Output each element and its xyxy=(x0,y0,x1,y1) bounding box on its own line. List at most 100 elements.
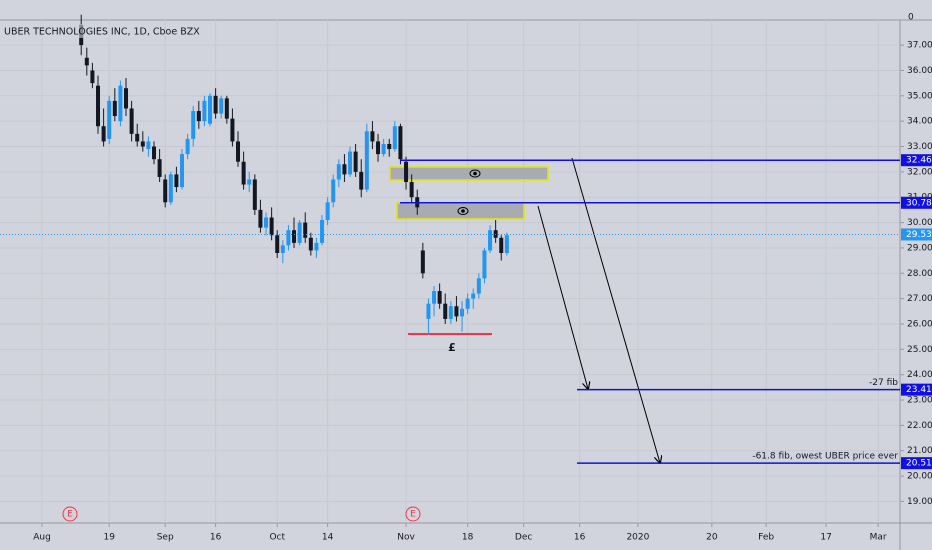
candle-body xyxy=(185,138,190,155)
x-tick-label: 20 xyxy=(706,533,718,543)
title-bg xyxy=(0,24,160,38)
x-tick-label: Feb xyxy=(758,533,774,543)
x-tick-label: Dec xyxy=(515,533,532,543)
candle-body xyxy=(409,182,414,198)
candle-body xyxy=(96,85,101,127)
candle-body xyxy=(163,179,168,203)
candle-body xyxy=(140,141,145,147)
candle-body xyxy=(213,95,218,114)
candle-body xyxy=(314,242,319,251)
candle-body xyxy=(499,237,504,253)
candle-body xyxy=(303,222,308,238)
y-tick-label: 27.00 xyxy=(907,294,932,304)
x-tick-label: 16 xyxy=(574,533,586,543)
x-tick-label: 17 xyxy=(820,533,831,543)
candle-body xyxy=(476,278,481,294)
level-label: 32.46 xyxy=(906,156,932,166)
candle-body xyxy=(118,85,123,122)
x-tick-label: 18 xyxy=(462,533,474,543)
y-tick-label: 30.00 xyxy=(907,218,932,228)
x-tick-label: Aug xyxy=(33,533,51,543)
y-tick-label: 29.00 xyxy=(907,243,932,253)
candle-body xyxy=(90,70,95,84)
candle-body xyxy=(224,98,229,119)
candle-body xyxy=(124,88,129,109)
candle-body xyxy=(320,220,325,243)
candle-body xyxy=(381,143,386,155)
candle-body xyxy=(437,291,442,304)
candle-body xyxy=(426,303,431,319)
candle-body xyxy=(286,230,291,246)
y-tick-label: 20.00 xyxy=(907,472,932,482)
candle-body xyxy=(348,151,353,175)
candle-body xyxy=(471,293,476,299)
y-tick-label: 28.00 xyxy=(907,269,932,279)
level-tag xyxy=(901,457,932,470)
eye-pupil xyxy=(473,171,477,176)
x-tick-label: 14 xyxy=(322,533,334,543)
candle-body xyxy=(230,118,235,142)
candle-body xyxy=(398,126,403,160)
chart-title: UBER TECHNOLOGIES INC, 1D, Cboe BZX xyxy=(4,27,200,38)
candle-body xyxy=(387,143,392,150)
candle-body xyxy=(191,111,196,139)
y-tick-label: 26.00 xyxy=(907,319,932,329)
candle-body xyxy=(168,174,173,203)
candle-body xyxy=(482,250,487,279)
candle-body xyxy=(269,217,274,236)
y-tick-label: 34.00 xyxy=(907,117,932,127)
eye-pupil xyxy=(461,209,465,213)
candle-body xyxy=(376,141,381,155)
candle-body xyxy=(107,100,112,139)
candle-body xyxy=(493,230,498,238)
candle-body xyxy=(465,298,470,309)
candle-body xyxy=(196,111,201,122)
arrow xyxy=(537,205,588,389)
level-label: 30.78 xyxy=(906,198,932,208)
y-tick-label: 32.00 xyxy=(907,167,932,177)
last-price-label: 29.53 xyxy=(906,230,932,240)
candle-body xyxy=(174,174,179,188)
candle-body xyxy=(353,151,358,172)
candle-body xyxy=(292,230,297,243)
candle-body xyxy=(392,126,397,150)
y-tick-label: 33.00 xyxy=(907,142,932,152)
candle-body xyxy=(443,303,448,319)
y-tick-label: 22.00 xyxy=(907,421,932,431)
candle-body xyxy=(488,230,493,251)
axis-top-label: 0 xyxy=(908,13,914,23)
y-tick-label: 23.00 xyxy=(907,396,932,406)
level-label: 20.51 xyxy=(906,459,932,469)
y-tick-label: 25.00 xyxy=(907,345,932,355)
candle-body xyxy=(275,235,280,253)
level-note: -61.8 fib, owest UBER price ever xyxy=(752,452,898,462)
y-tick-label: 21.00 xyxy=(907,446,932,456)
candle-body xyxy=(297,222,302,243)
earnings-label: E xyxy=(67,510,73,520)
candle-body xyxy=(146,141,151,150)
candle-body xyxy=(202,100,207,122)
zone-upper xyxy=(389,166,549,181)
eye-icon xyxy=(457,207,469,215)
x-tick-label: Mar xyxy=(870,533,887,543)
candle-body xyxy=(208,95,213,124)
candle-body xyxy=(308,237,313,251)
candle-body xyxy=(129,108,134,134)
candle-body xyxy=(112,100,117,117)
candle-body xyxy=(236,141,241,162)
y-tick-label: 36.00 xyxy=(907,66,932,76)
candle-body xyxy=(504,235,509,253)
candle-body xyxy=(460,308,465,317)
candle-body xyxy=(264,217,269,228)
candle-body xyxy=(325,202,330,221)
last-price-tag xyxy=(901,228,932,241)
candle-body xyxy=(342,164,347,175)
earnings-label: E xyxy=(410,510,416,520)
candle-body xyxy=(359,171,364,190)
candle-body xyxy=(180,154,185,188)
earnings: E E xyxy=(62,506,421,522)
level-note: -27 fib xyxy=(869,378,898,388)
x-tick-label: 19 xyxy=(103,533,115,543)
